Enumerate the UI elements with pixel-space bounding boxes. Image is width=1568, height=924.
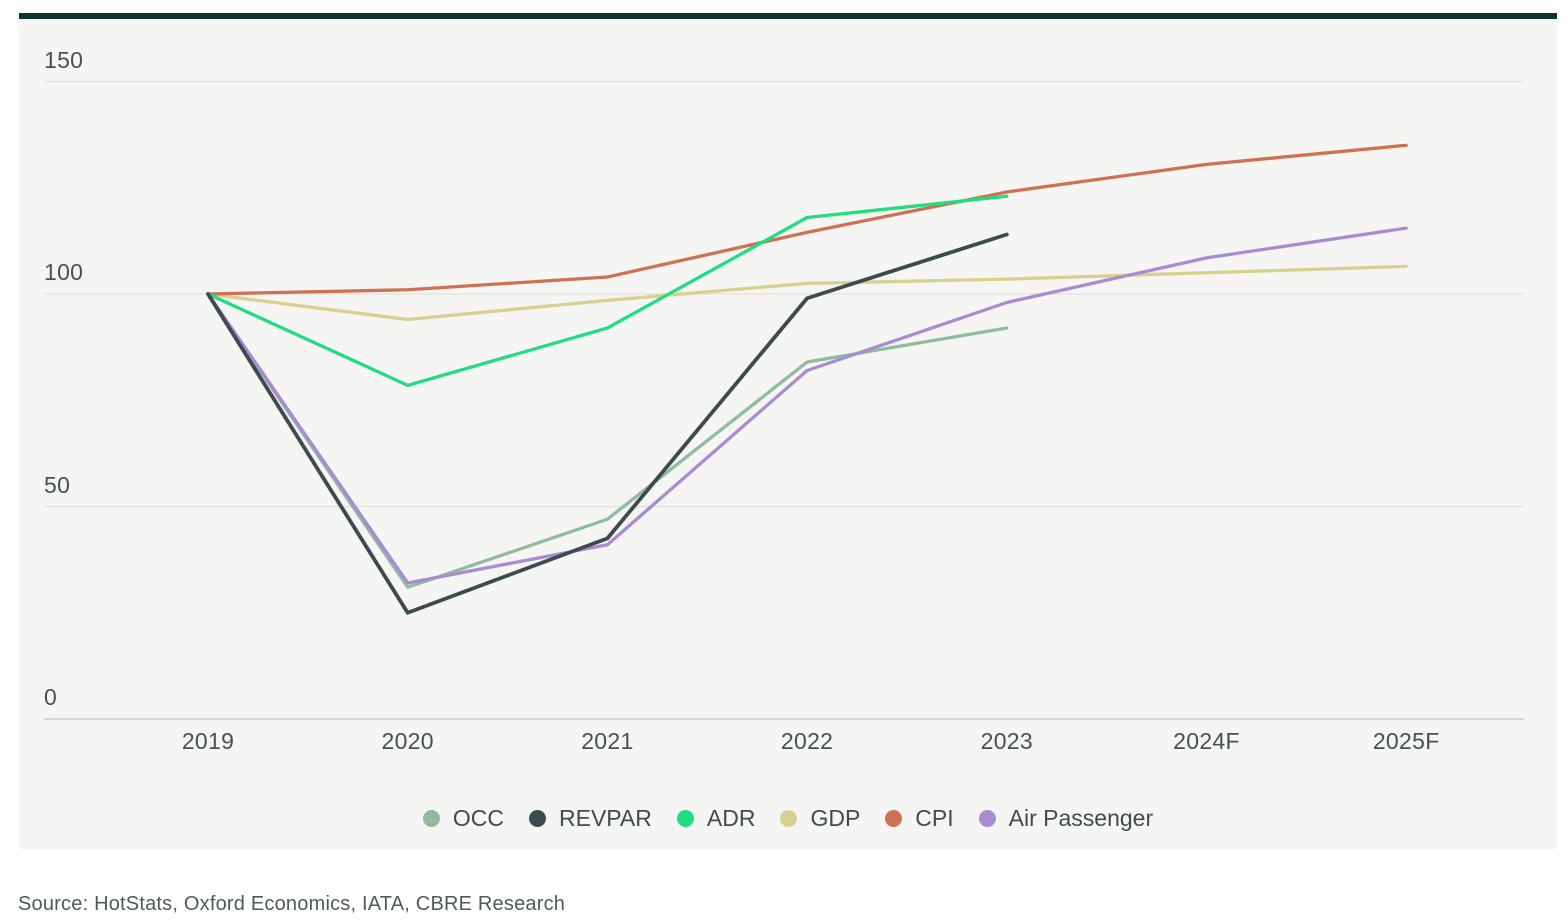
brand-accent-bar: [19, 13, 1557, 19]
y-axis-tick-label: 0: [44, 684, 58, 710]
line-gdp: [206, 264, 1408, 322]
legend-dot-cpi: [885, 810, 903, 827]
legend-label: ADR: [706, 805, 756, 831]
x-axis-tick-label: 2022: [780, 728, 834, 754]
y-axis-tick-label: 150: [44, 46, 84, 73]
legend-item-air-passenger: Air Passenger: [978, 805, 1154, 832]
source-note: Source: HotStats, Oxford Economics, IATA…: [18, 893, 566, 915]
y-axis-tick-label: 50: [44, 471, 71, 498]
legend-label: Air Passenger: [1008, 805, 1154, 831]
legend-label: GDP: [810, 805, 861, 831]
chart-legend: OCC REVPAR ADR GDP CPI Air Passenger: [19, 805, 1557, 832]
legend-label: OCC: [452, 805, 504, 831]
legend-item-revpar: REVPAR: [529, 805, 652, 832]
line-adr: [206, 194, 1009, 388]
legend-dot-gdp: [780, 810, 798, 827]
y-axis-tick-label: 100: [44, 259, 84, 285]
legend-label: CPI: [915, 805, 954, 831]
line-air-passenger: [206, 226, 1408, 585]
x-axis-tick-label: 2021: [581, 728, 634, 754]
legend-item-gdp: GDP: [780, 805, 860, 832]
line-revpar: [206, 232, 1009, 615]
chart-panel: 0 50 100 150 2019 2020 2021 2022 2023 2024F 2025F…: [19, 19, 1557, 849]
x-axis-tick-label: 2020: [381, 728, 434, 754]
x-axis-tick-label: 2023: [980, 728, 1033, 754]
x-axis-tick-label: 2025F: [1372, 728, 1440, 754]
x-axis-tick-label: 2024F: [1173, 728, 1240, 754]
line-cpi: [206, 143, 1408, 296]
line-chart: [44, 80, 1524, 720]
legend-dot-air-passenger: [978, 810, 996, 827]
legend-dot-occ: [422, 810, 440, 827]
legend-item-occ: OCC: [422, 805, 504, 832]
x-axis-tick-label: 2019: [181, 728, 235, 754]
legend-item-adr: ADR: [676, 805, 756, 832]
legend-dot-adr: [676, 810, 694, 827]
legend-item-cpi: CPI: [885, 805, 954, 832]
legend-label: REVPAR: [559, 805, 652, 831]
legend-dot-revpar: [529, 810, 546, 827]
